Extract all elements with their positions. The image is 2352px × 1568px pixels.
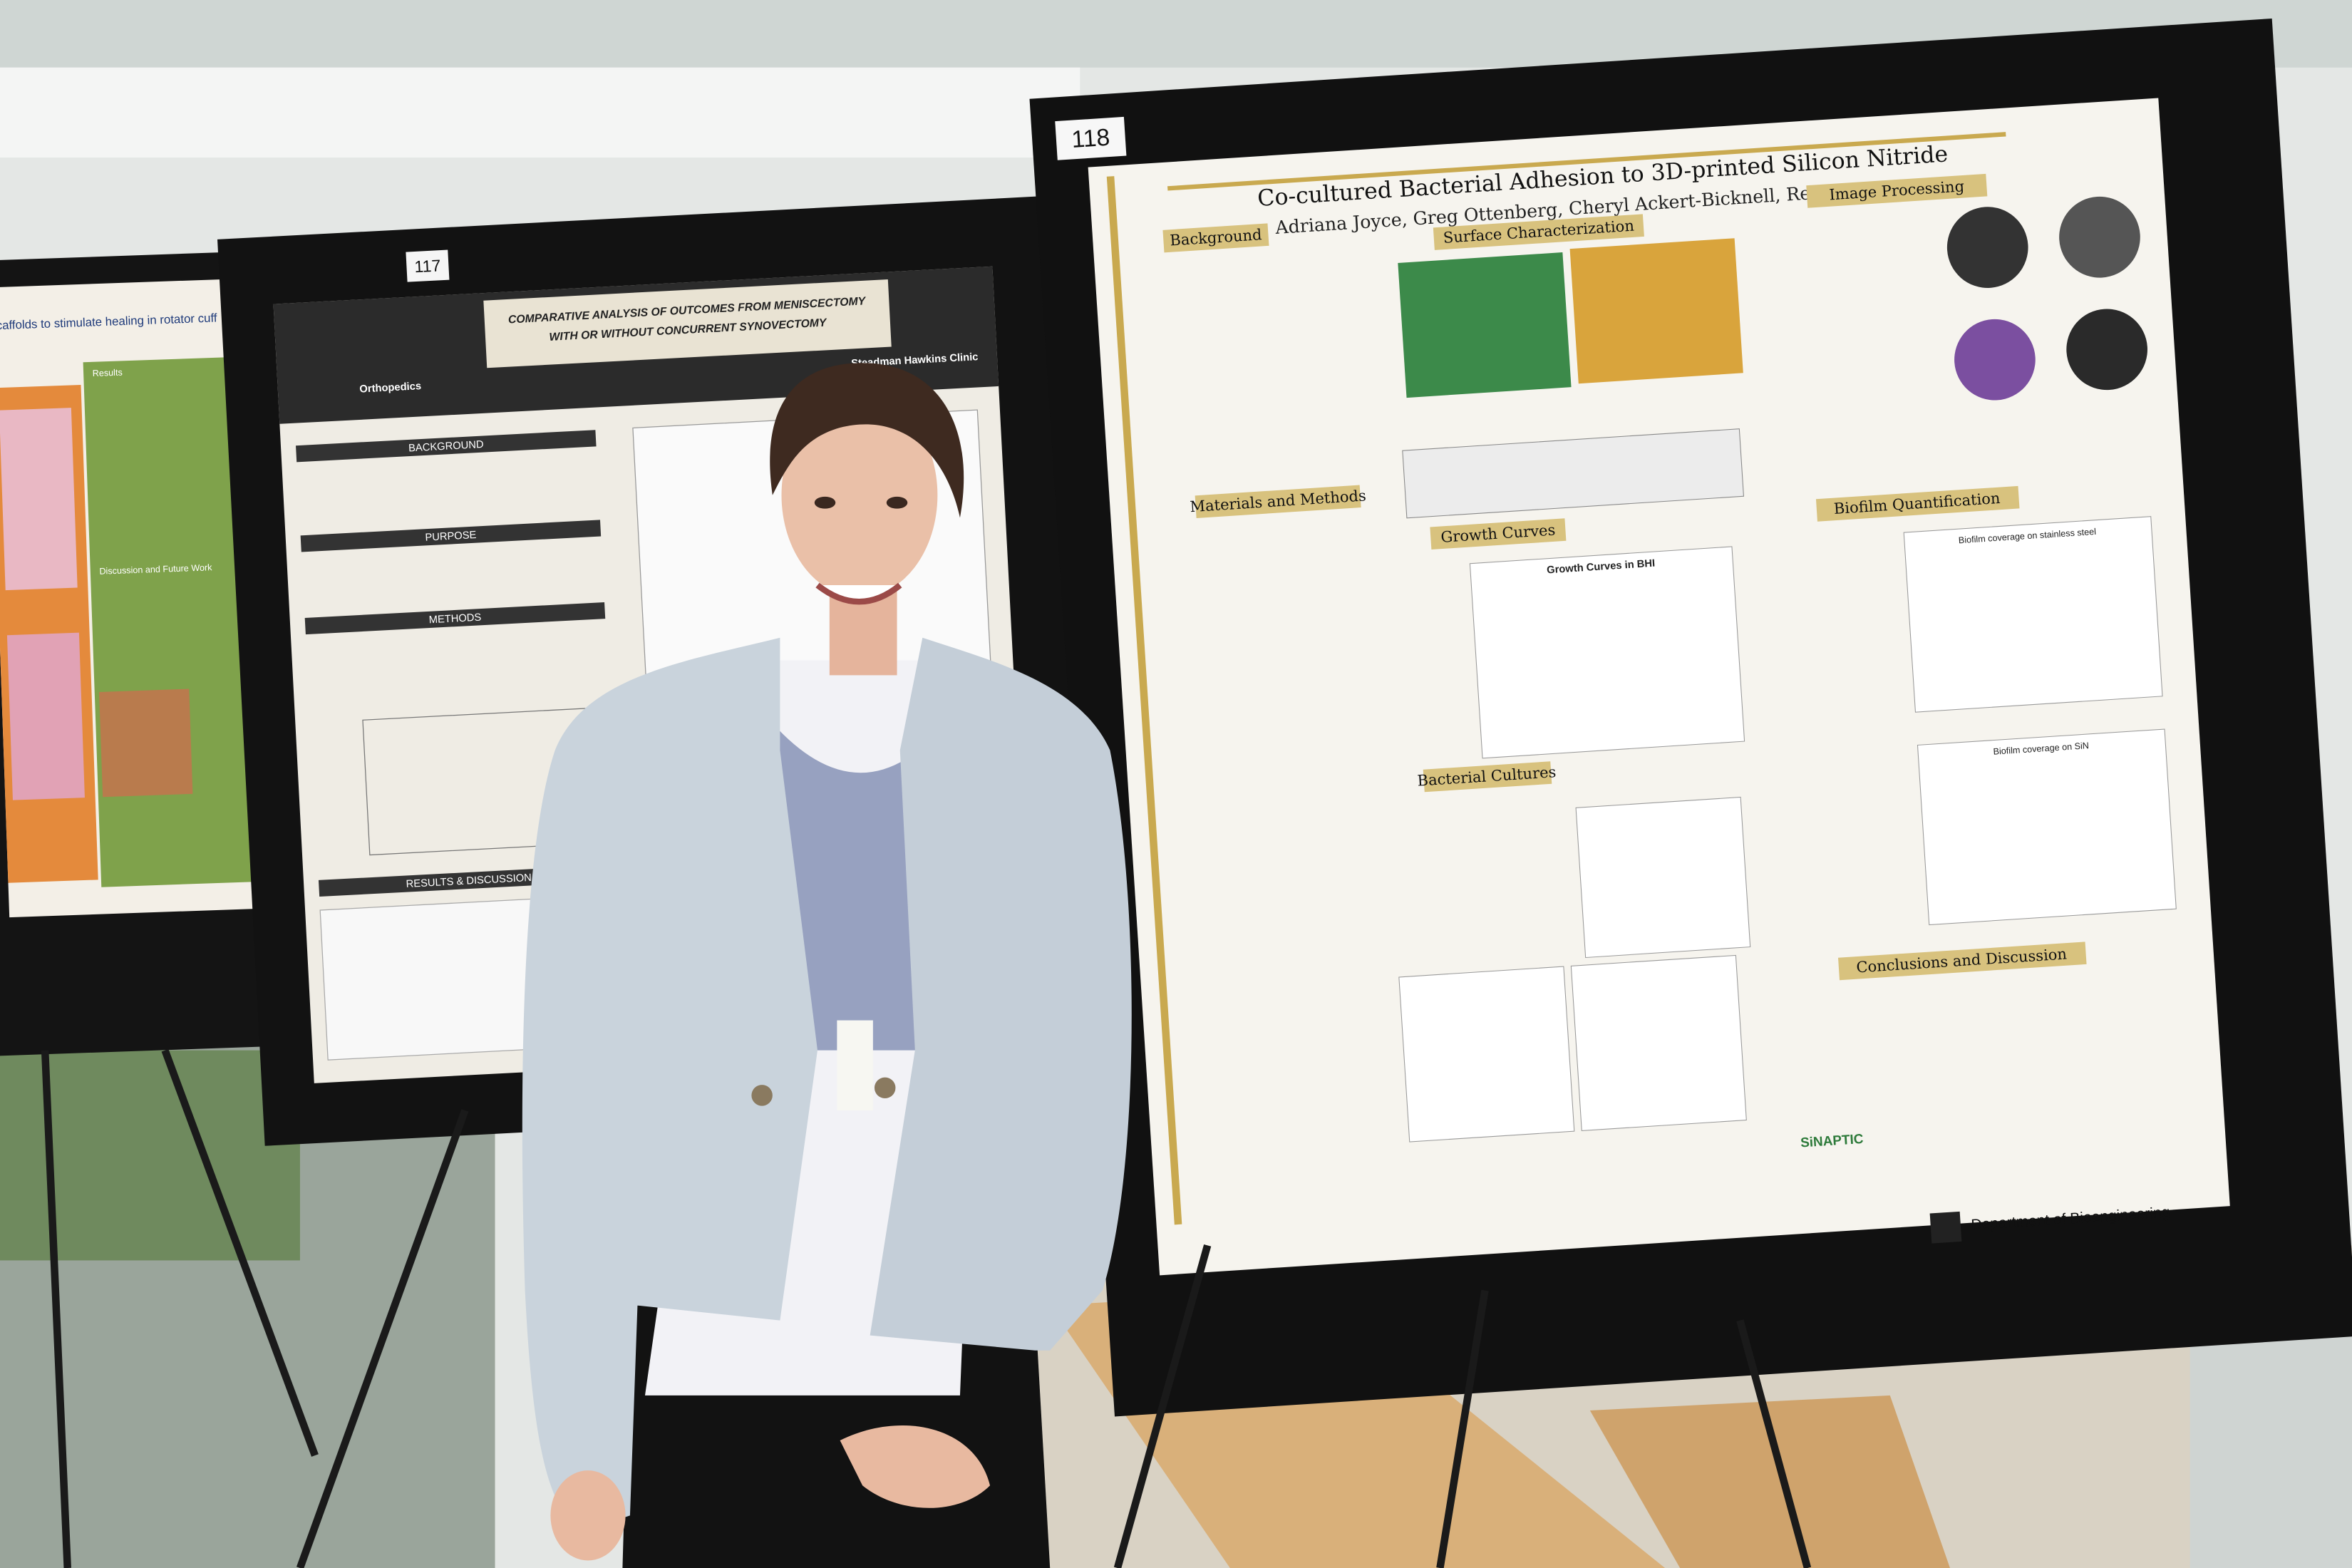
poster-image bbox=[0, 408, 78, 591]
culture-chart bbox=[1575, 796, 1751, 959]
balcony bbox=[0, 67, 1080, 158]
poster-section: BACKGROUND bbox=[408, 439, 484, 455]
disk-image bbox=[2066, 309, 2147, 391]
heading-box bbox=[1423, 761, 1552, 793]
easels bbox=[41, 1048, 1812, 1568]
number-card bbox=[1055, 116, 1127, 160]
affiliation: Orthopedics bbox=[359, 381, 421, 396]
face bbox=[781, 393, 938, 597]
easel-leg bbox=[1436, 1289, 1489, 1568]
section-bar bbox=[296, 430, 597, 463]
heading-box bbox=[1837, 942, 2087, 981]
heading-box bbox=[1806, 173, 1988, 208]
section-bar bbox=[300, 520, 602, 552]
easel-leg bbox=[296, 1109, 469, 1568]
poster-rule bbox=[1106, 176, 1182, 1225]
section-headings: Background Surface Characterization Imag… bbox=[1162, 173, 2087, 981]
data-table bbox=[1402, 428, 1745, 519]
eye bbox=[814, 496, 836, 509]
easel-leg bbox=[161, 1048, 319, 1457]
poster-section: Results bbox=[93, 368, 123, 378]
easel-leg bbox=[1113, 1244, 1212, 1568]
culture-chart bbox=[1570, 954, 1747, 1132]
heading-box bbox=[1815, 485, 2020, 522]
poster-118-board: 118 Co-cultured Bacterial Adhesion to 3D… bbox=[1029, 18, 2352, 1417]
biofilm-chart bbox=[1903, 516, 2163, 713]
button bbox=[751, 1085, 773, 1106]
poster-image bbox=[99, 688, 193, 798]
blazer-left bbox=[522, 637, 818, 1531]
button bbox=[874, 1077, 896, 1099]
heading-box bbox=[1195, 485, 1361, 518]
title-box bbox=[483, 279, 892, 368]
section-bar bbox=[304, 602, 606, 635]
window bbox=[2189, 1320, 2352, 1568]
poster-number: 118 bbox=[1071, 125, 1110, 153]
cu-logo bbox=[1929, 1211, 1962, 1244]
disk-image bbox=[2059, 196, 2140, 278]
heading-box bbox=[1433, 214, 1644, 250]
person bbox=[522, 363, 1132, 1568]
disk-image bbox=[1946, 207, 2028, 288]
heading-box bbox=[1162, 223, 1269, 253]
poster-section: Discussion and Future Work bbox=[99, 562, 212, 577]
wood-steps bbox=[1589, 1395, 1950, 1568]
heading-box bbox=[1430, 518, 1567, 550]
hand bbox=[840, 1425, 991, 1508]
eye bbox=[886, 496, 908, 509]
poster-section: METHODS bbox=[428, 612, 482, 626]
disk-image bbox=[1954, 319, 2036, 401]
blazer-right bbox=[870, 637, 1132, 1351]
hand bbox=[550, 1470, 626, 1561]
poster-rule bbox=[1167, 132, 2006, 191]
roughness-image bbox=[1398, 252, 1572, 398]
poster-image bbox=[6, 632, 85, 800]
smile bbox=[815, 582, 902, 605]
growth-chart bbox=[1469, 546, 1745, 759]
number-card bbox=[406, 249, 450, 282]
name-badge bbox=[837, 1020, 873, 1110]
culture-chart bbox=[1398, 966, 1575, 1143]
hair bbox=[770, 363, 964, 518]
easel-leg bbox=[41, 1050, 71, 1568]
poster-number: 117 bbox=[414, 256, 441, 276]
roughness-image bbox=[1569, 238, 1743, 384]
biofilm-chart bbox=[1917, 728, 2177, 926]
easel-leg bbox=[1736, 1319, 1812, 1568]
poster-section: PURPOSE bbox=[425, 530, 477, 544]
